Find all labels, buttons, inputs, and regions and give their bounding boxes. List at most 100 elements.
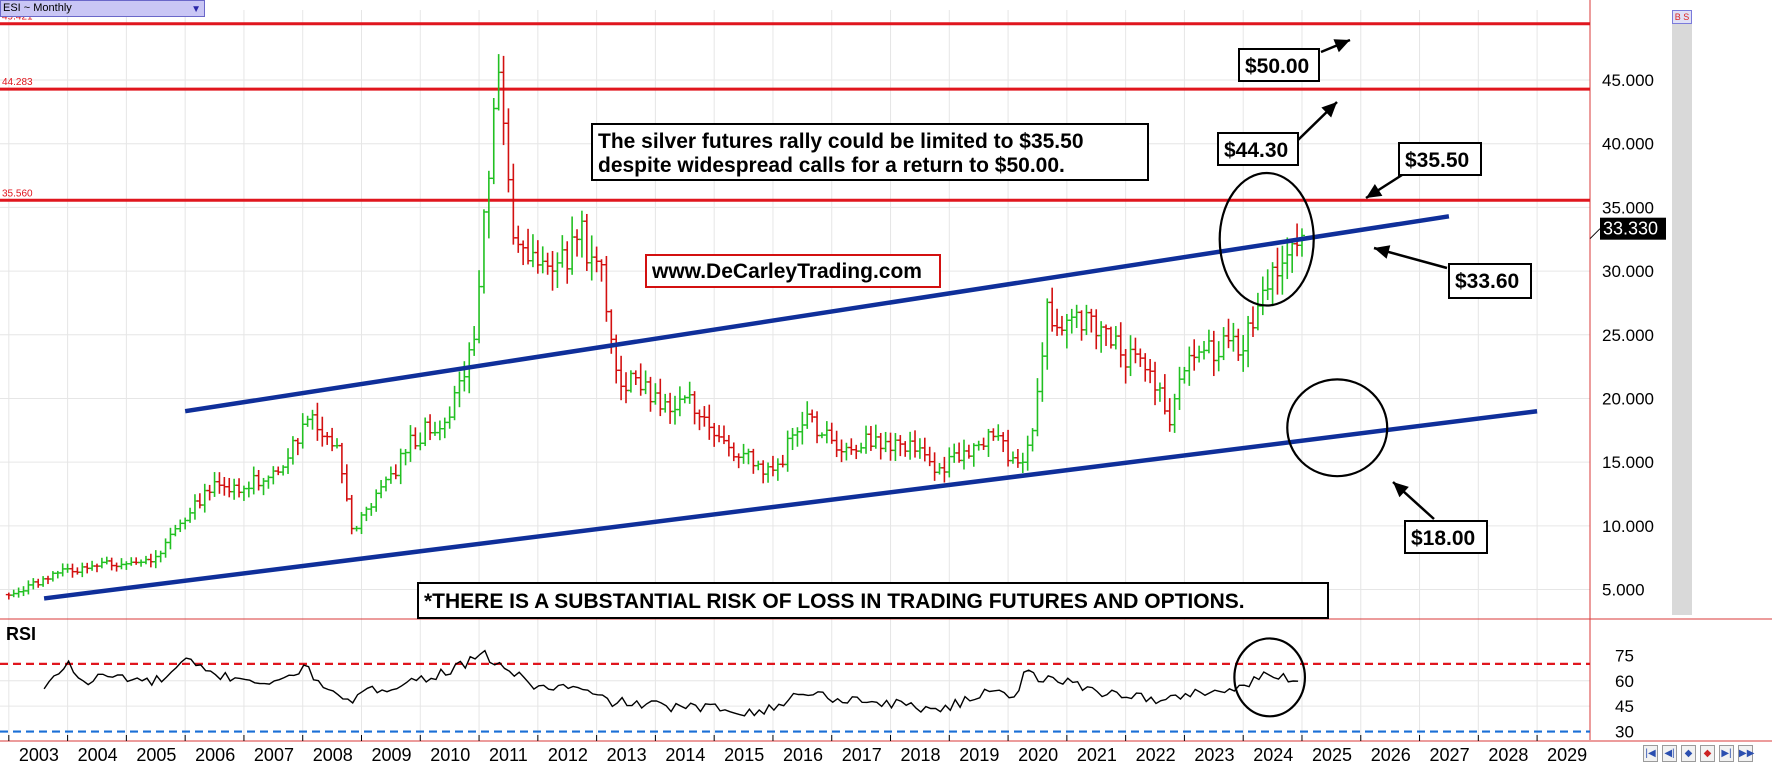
price-bar: [779, 454, 786, 468]
price-bar: [985, 428, 992, 457]
price-bar: [5, 592, 12, 600]
side-scroll-strip[interactable]: [1672, 10, 1692, 615]
time-tick-label: 2003: [19, 745, 59, 765]
price-bar: [304, 415, 311, 427]
scroll-prev-icon[interactable]: ◀|: [1662, 745, 1677, 762]
price-bar: [578, 210, 585, 258]
price-bar: [794, 427, 801, 447]
zoom-out-icon[interactable]: ◆: [1700, 745, 1715, 762]
price-bar: [716, 425, 723, 443]
time-tick-label: 2009: [371, 745, 411, 765]
zoom-in-icon[interactable]: ◆: [1681, 745, 1696, 762]
price-bar: [539, 246, 546, 274]
price-bar: [329, 427, 336, 452]
price-bar: [314, 402, 321, 441]
symbol-dropdown[interactable]: ESI ~ Monthly ▼: [0, 0, 205, 17]
price-bar: [436, 420, 443, 441]
chevron-down-icon[interactable]: ▼: [191, 4, 201, 15]
price-bar: [1088, 308, 1095, 333]
main-annotation-text: despite widespread calls for a return to…: [598, 154, 1065, 177]
price-bar: [456, 371, 463, 408]
price-bar: [417, 432, 424, 451]
risk-disclaimer-frame: [417, 582, 1329, 619]
price-bar: [172, 524, 179, 537]
price-bar: [515, 225, 522, 253]
price-bar: [960, 439, 967, 470]
price-bar: [93, 563, 100, 573]
price-bar: [334, 438, 341, 449]
price-bar: [1249, 306, 1256, 337]
time-tick-label: 2028: [1488, 745, 1528, 765]
time-tick-label: 2016: [783, 745, 823, 765]
time-tick-label: 2008: [313, 745, 353, 765]
price-bar: [569, 216, 576, 275]
price-bar: [667, 392, 674, 424]
price-bar: [495, 54, 502, 111]
price-bar: [382, 476, 389, 492]
price-bar: [441, 417, 448, 439]
price-bar: [255, 469, 262, 491]
price-bar: [1083, 304, 1090, 336]
price-bar: [735, 453, 742, 469]
price-bar: [79, 562, 86, 578]
price-bar: [152, 550, 159, 569]
trendline-upper: [184, 214, 1450, 414]
price-bar: [250, 466, 257, 495]
price-bar: [1000, 432, 1007, 453]
price-bar: [147, 553, 154, 568]
price-bars: [5, 54, 1305, 600]
price-bar: [980, 437, 987, 450]
price-bar: [1098, 321, 1105, 353]
time-tick-label: 2015: [724, 745, 764, 765]
price-bar: [970, 443, 977, 467]
price-bar: [912, 430, 919, 458]
price-bar: [681, 395, 688, 404]
price-bar: [59, 563, 66, 577]
last-price-connector: [1589, 228, 1601, 240]
price-bar: [1142, 353, 1149, 382]
price-bar: [559, 235, 566, 268]
price-bar: [1220, 327, 1227, 361]
price-bar: [823, 421, 830, 444]
time-tick-label: 2023: [1194, 745, 1234, 765]
price-bar: [789, 427, 796, 451]
price-bar: [1054, 308, 1061, 336]
time-tick-label: 2020: [1018, 745, 1058, 765]
price-bar: [1014, 449, 1021, 468]
buy-sell-toggle[interactable]: B S: [1672, 10, 1692, 24]
price-bar: [407, 425, 414, 462]
price-bar: [1298, 228, 1305, 257]
time-tick-label: 2027: [1430, 745, 1470, 765]
risk-disclaimer: *THERE IS A SUBSTANTIAL RISK OF LOSS IN …: [417, 582, 1329, 619]
price-bar: [1210, 330, 1217, 377]
target-box-text: $50.00: [1245, 55, 1309, 78]
scroll-end-icon[interactable]: ▶▶: [1738, 745, 1754, 762]
target-box: $35.50: [1398, 142, 1482, 176]
level-label: 49.421: [2, 12, 33, 23]
price-bar: [319, 416, 326, 447]
price-bar: [838, 439, 845, 463]
price-bar: [128, 557, 135, 566]
scroll-start-icon[interactable]: |◀: [1643, 745, 1658, 762]
level-label: 35.560: [2, 188, 33, 199]
arrow-icon-head: [1333, 39, 1350, 53]
price-bar: [123, 561, 130, 570]
price-bar: [520, 240, 527, 266]
target-box-frame: [1404, 520, 1488, 554]
main-annotation: The silver futures rally could be limite…: [591, 123, 1149, 181]
price-bar: [1093, 309, 1100, 350]
price-bar: [236, 478, 243, 498]
price-bar: [784, 430, 791, 472]
price-bar: [1078, 310, 1085, 341]
time-tick-label: 2013: [607, 745, 647, 765]
price-tick-label: 5.000: [1602, 581, 1645, 600]
price-bar: [490, 98, 497, 185]
price-bar: [1176, 366, 1183, 410]
rsi-tick-label: 45: [1615, 697, 1634, 716]
scroll-next-icon[interactable]: ▶|: [1719, 745, 1734, 762]
price-tick-label: 30.000: [1602, 262, 1654, 281]
target-box-text: $33.60: [1455, 270, 1519, 293]
price-bar: [765, 462, 772, 483]
price-bar: [990, 428, 997, 441]
